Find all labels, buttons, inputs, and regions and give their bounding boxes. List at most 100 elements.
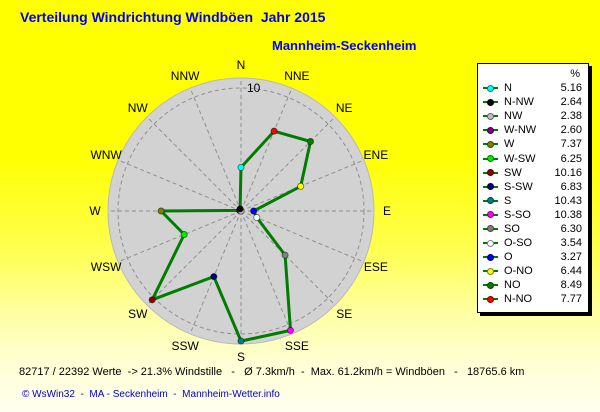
chart-spoke-SSE — [240, 210, 292, 334]
axis-label-NNW: NNW — [171, 69, 200, 83]
legend-row-W-SW: W-SW 6.25 — [483, 151, 582, 165]
legend-value: 6.83 — [560, 180, 582, 193]
legend-row-S-SO: S-SO 10.38 — [483, 208, 582, 222]
legend-label: N-NW — [504, 96, 534, 109]
axis-label-E: E — [383, 204, 391, 218]
legend-value: 10.16 — [554, 166, 582, 179]
axis-label-ESE: ESE — [364, 260, 388, 274]
legend-label: SO — [504, 222, 520, 235]
chart-marker-N — [237, 163, 245, 171]
legend-value: 2.60 — [560, 124, 582, 137]
scale-label: 10 — [247, 81, 261, 95]
legend-row-O-SO: O-SO 3.54 — [483, 236, 582, 250]
legend-label: SW — [504, 166, 522, 179]
chart-marker-O-NO — [297, 182, 305, 190]
legend-value: 3.54 — [560, 237, 582, 250]
legend-marker-icon — [483, 112, 500, 121]
legend-label: W-NW — [504, 124, 537, 137]
legend-marker-icon — [483, 168, 500, 177]
legend-marker-icon — [483, 140, 500, 149]
legend-row-N-NO: N-NO 7.77 — [483, 292, 582, 306]
legend-marker-icon — [483, 224, 500, 233]
chart-spoke-NE — [240, 117, 335, 212]
legend-value: 8.49 — [560, 279, 582, 292]
legend-row-NO: NO 8.49 — [483, 278, 582, 292]
legend-row-O: O 3.27 — [483, 250, 582, 264]
axis-label-SSE: SSE — [285, 339, 309, 353]
legend-row-W-NW: W-NW 2.60 — [483, 123, 582, 137]
legend-value: 3.27 — [560, 251, 582, 264]
legend-marker-icon — [483, 126, 500, 135]
chart-spoke-SSW — [190, 210, 242, 334]
legend-marker-icon — [483, 267, 500, 276]
legend-row-O-NO: O-NO 6.44 — [483, 264, 582, 278]
legend-label: W-SW — [504, 152, 536, 165]
legend-row-SO: SO 6.30 — [483, 222, 582, 236]
axis-label-SSW: SSW — [171, 339, 199, 353]
chart-marker-W-SW — [180, 231, 188, 239]
legend-value: 2.38 — [560, 110, 582, 123]
chart-spoke-WSW — [118, 210, 242, 262]
legend-row-NW: NW 2.38 — [483, 109, 582, 123]
legend-row-S-SW: S-SW 6.83 — [483, 180, 582, 194]
chart-marker-N-NW — [236, 205, 244, 213]
legend-label: W — [504, 138, 515, 151]
legend-row-W: W 7.37 — [483, 137, 582, 151]
legend-marker-icon — [483, 182, 500, 191]
legend-label: S-SO — [504, 208, 531, 221]
axis-label-SE: SE — [336, 307, 352, 321]
legend-marker-icon — [483, 196, 500, 205]
legend-value: 7.37 — [560, 138, 582, 151]
chart-marker-W — [157, 207, 165, 215]
stats-line: 82717 / 22392 Werte -> 21.3% Windstille … — [19, 366, 525, 378]
axis-label-NW: NW — [128, 101, 149, 115]
legend-label: S — [504, 194, 512, 207]
legend-marker-icon — [483, 84, 500, 93]
legend-value: 6.30 — [560, 222, 582, 235]
legend-marker-icon — [483, 253, 500, 262]
chart-marker-SO — [281, 251, 289, 259]
legend-value: 5.16 — [560, 82, 582, 95]
axis-label-WSW: WSW — [91, 260, 122, 274]
chart-marker-S-SW — [210, 273, 218, 281]
legend-label: O-SO — [504, 237, 533, 250]
credit-line: © WsWin32 - MA - Seckenheim - Mannheim-W… — [22, 389, 280, 400]
legend-marker-icon — [483, 98, 500, 107]
chart-marker-S — [237, 337, 245, 345]
chart-marker-SW — [148, 296, 156, 304]
chart-marker-S-SO — [286, 326, 294, 334]
legend-value: 7.77 — [560, 293, 582, 306]
legend-marker-icon — [483, 154, 500, 163]
legend-label: N — [504, 82, 512, 95]
legend-unit-header: % — [570, 68, 580, 80]
legend-label: O-NO — [504, 265, 533, 278]
axis-label-W: W — [89, 204, 101, 218]
axis-label-N: N — [237, 58, 246, 72]
legend-label: NW — [504, 110, 523, 123]
chart-spoke-NW — [147, 117, 242, 212]
axis-label-S: S — [237, 350, 245, 364]
chart-marker-O-SO — [253, 214, 261, 222]
axis-label-ENE: ENE — [364, 148, 389, 162]
axis-label-SW: SW — [128, 307, 148, 321]
legend-value: 2.64 — [560, 96, 582, 109]
legend-rows: N 5.16 N-NW 2.64 NW 2.38 W-NW 2.60 W 7.37 W-SW 6.25… — [483, 81, 582, 307]
chart-spoke-NNE — [240, 88, 292, 212]
legend-label: O — [504, 251, 513, 264]
chart-spoke-ESE — [240, 210, 364, 262]
legend-row-SW: SW 10.16 — [483, 166, 582, 180]
axis-label-WNW: WNW — [90, 148, 122, 162]
legend-marker-icon — [483, 281, 500, 290]
legend-box: % N 5.16 N-NW 2.64 NW 2.38 W-NW 2.60 W 7.37 W-SW 6.… — [477, 63, 589, 313]
chart-spoke-NNW — [190, 88, 242, 212]
legend-row-S: S 10.43 — [483, 194, 582, 208]
page-title: Verteilung Windrichtung Windböen Jahr 20… — [20, 9, 326, 25]
legend-value: 10.38 — [554, 208, 582, 221]
legend-label: NO — [504, 279, 521, 292]
legend-row-N-NW: N-NW 2.64 — [483, 95, 582, 109]
legend-marker-icon — [483, 239, 500, 248]
legend-marker-icon — [483, 210, 500, 219]
chart-spoke-WNW — [118, 160, 242, 212]
chart-marker-NO — [306, 138, 314, 146]
